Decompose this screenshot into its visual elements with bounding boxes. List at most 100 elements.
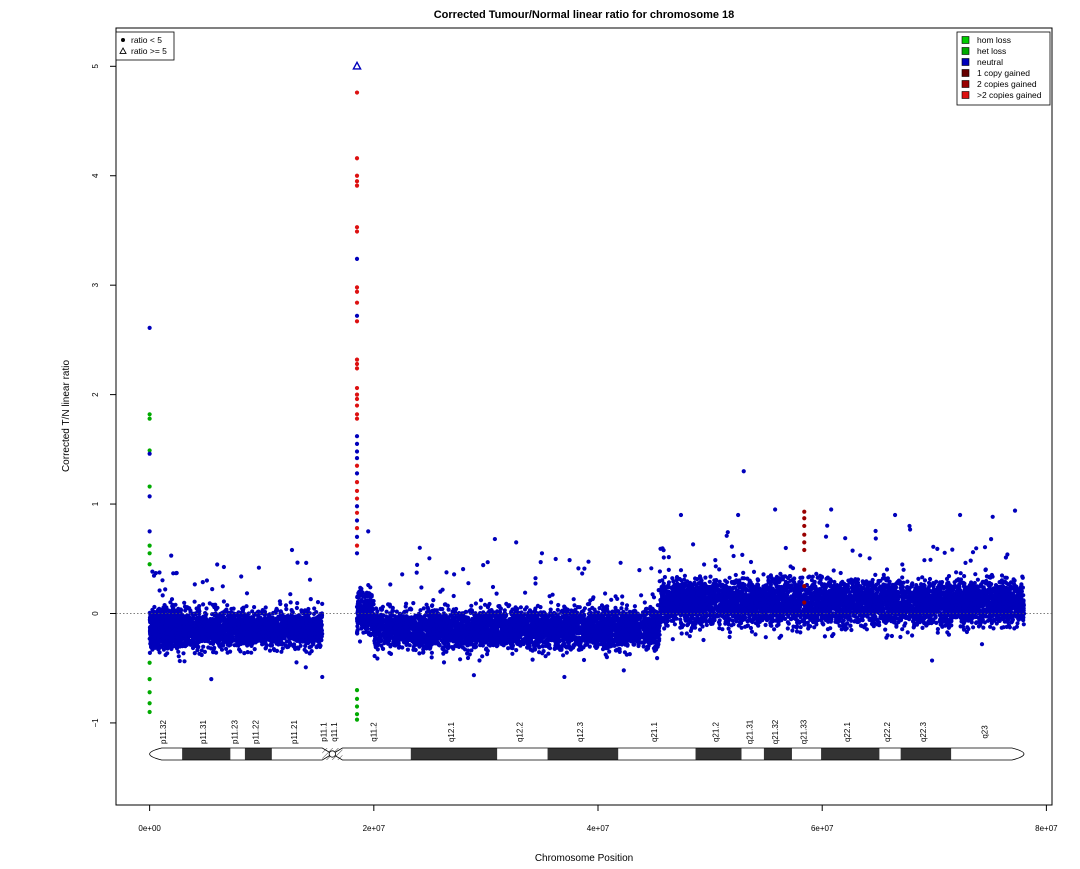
data-point (201, 645, 205, 649)
data-point (162, 636, 166, 640)
y-axis-label: Corrected T/N linear ratio (61, 360, 72, 473)
data-point (320, 634, 324, 638)
data-point (189, 629, 193, 633)
data-point (161, 629, 165, 633)
data-point (161, 612, 165, 616)
data-point (549, 600, 553, 604)
data-point (312, 606, 316, 610)
data-point (233, 629, 237, 633)
data-point (308, 578, 312, 582)
data-point (269, 621, 273, 625)
data-point (252, 640, 256, 644)
data-point (224, 608, 228, 612)
data-point (249, 651, 253, 655)
data-point (158, 588, 162, 592)
x-tick-label: 0e+00 (138, 824, 161, 833)
data-point (213, 603, 217, 607)
data-point (177, 654, 181, 658)
data-point (156, 608, 160, 612)
data-point (215, 614, 219, 618)
data-point (316, 600, 320, 604)
data-point (176, 637, 180, 641)
data-point (366, 616, 370, 620)
data-point (304, 619, 308, 623)
data-point (303, 648, 307, 652)
data-point (565, 651, 569, 655)
data-point (356, 608, 360, 612)
data-point (295, 639, 299, 643)
data-point (299, 644, 303, 648)
data-point (292, 637, 296, 641)
data-point (264, 646, 268, 650)
data-point (367, 623, 371, 627)
data-point (304, 561, 308, 565)
data-point (294, 660, 298, 664)
data-point (288, 592, 292, 596)
data-point (295, 631, 299, 635)
data-point (232, 619, 236, 623)
data-point (278, 602, 282, 606)
data-point (239, 574, 243, 578)
y-tick-label: 2 (91, 392, 100, 397)
data-point (223, 623, 227, 627)
data-point (368, 594, 372, 598)
data-point (637, 568, 641, 572)
data-point (239, 612, 243, 616)
data-point (250, 620, 254, 624)
data-point (355, 595, 359, 599)
data-point (257, 566, 261, 570)
data-point (318, 645, 322, 649)
data-point (197, 612, 201, 616)
data-point (201, 602, 205, 606)
y-tick-label: 0 (91, 611, 100, 616)
data-point (197, 622, 201, 626)
plot-frame (116, 28, 1052, 805)
data-point (284, 603, 288, 607)
data-point (457, 645, 461, 649)
data-point (168, 600, 172, 604)
data-point (156, 612, 160, 616)
data-point (358, 615, 362, 619)
data-point (213, 629, 217, 633)
data-point (181, 651, 185, 655)
data-point (268, 649, 272, 653)
data-point (201, 580, 205, 584)
data-point (523, 591, 527, 595)
data-point (291, 644, 295, 648)
data-point (224, 619, 228, 623)
data-point (304, 665, 308, 669)
data-point (551, 593, 555, 597)
data-point (237, 647, 241, 651)
data-point (193, 582, 197, 586)
data-point (211, 634, 215, 638)
data-point (639, 593, 643, 597)
data-point (150, 636, 154, 640)
data-point (461, 646, 465, 650)
data-point (172, 616, 176, 620)
data-point (319, 638, 323, 642)
data-point (290, 632, 294, 636)
data-point (578, 605, 582, 609)
data-point (161, 606, 165, 610)
data-point (296, 623, 300, 627)
data-point (188, 619, 192, 623)
data-point (533, 576, 537, 580)
data-point (277, 625, 281, 629)
data-point (427, 556, 431, 560)
data-point (442, 660, 446, 664)
data-point (224, 647, 228, 651)
data-point (358, 639, 362, 643)
data-point (172, 608, 176, 612)
data-point (300, 622, 304, 626)
data-point (275, 632, 279, 636)
data-point (406, 648, 410, 652)
data-point (277, 616, 281, 620)
data-point (229, 607, 233, 611)
data-point (191, 634, 195, 638)
data-point (184, 637, 188, 641)
data-point (292, 622, 296, 626)
data-point (261, 627, 265, 631)
data-point (229, 637, 233, 641)
data-point (290, 608, 294, 612)
data-point (215, 562, 219, 566)
